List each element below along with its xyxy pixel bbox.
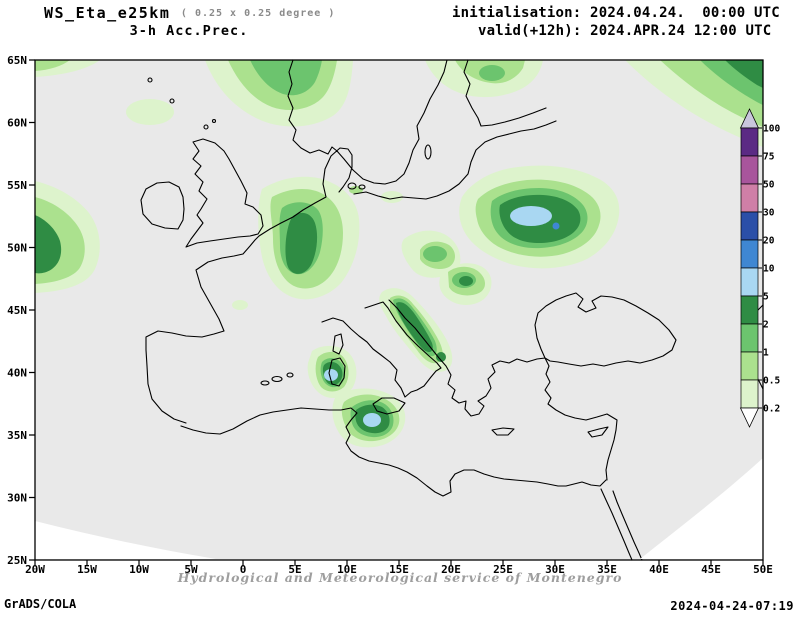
axis-ticks [29, 59, 764, 566]
precip-region [381, 191, 403, 203]
lon-label: 10E [337, 563, 357, 576]
lon-label: 50E [753, 563, 773, 576]
island-outline [347, 182, 357, 190]
initialisation-line: initialisation: 2024.04.24. 00:00 UTC [452, 5, 780, 21]
legend-value-label: 20 [763, 236, 775, 247]
colorbar-segment [740, 239, 759, 269]
precip-region [232, 300, 248, 310]
colorbar-segment [740, 267, 759, 297]
precip-region [363, 413, 381, 427]
island-outline [358, 184, 366, 190]
lon-axis-labels: 20W 15W 10W 5W 0 5E 10E 15E 20E 25E 30E … [25, 563, 773, 576]
precip-region [436, 352, 446, 362]
precip-region [250, 60, 322, 96]
model-resolution: ( 0.25 x 0.25 degree ) [180, 8, 336, 19]
island-outline [260, 380, 270, 386]
model-name: WS_Eta_e25km [44, 4, 171, 22]
legend-value-label: 1 [763, 348, 769, 359]
colorbar-segment [740, 379, 759, 409]
legend-value-label: 75 [763, 152, 775, 163]
colorbar-bottom-arrow [739, 407, 760, 428]
service-watermark: Hydrological and Meteorological service … [177, 570, 623, 585]
precip-region [510, 206, 552, 226]
lon-label: 15W [77, 563, 97, 576]
island-outline [147, 77, 153, 83]
lat-label: 45N [7, 304, 27, 317]
colorbar-segment [740, 351, 759, 381]
lon-label: 35E [597, 563, 617, 576]
precipitation-shading [35, 60, 763, 448]
precip-region [459, 276, 473, 286]
island-outline [211, 118, 217, 124]
precip-region [423, 246, 447, 262]
precip-region [35, 60, 70, 71]
lat-label: 30N [7, 492, 27, 505]
legend-value-label: 2 [763, 320, 769, 331]
lat-label: 40N [7, 367, 27, 380]
domain-edge-right-wedge [640, 458, 763, 559]
colorbar-segment [740, 127, 759, 157]
grads-credit: GrADS/COLA [4, 597, 77, 611]
legend-value-label: 5 [763, 292, 769, 303]
precip-region [285, 212, 318, 274]
precip-region [35, 215, 62, 274]
lon-label: 5E [288, 563, 301, 576]
lon-label: 30E [545, 563, 565, 576]
legend-value-label: 0.2 [763, 404, 780, 415]
colorbar-segment [740, 155, 759, 185]
legend-value-label: 100 [763, 124, 780, 135]
colorbar-ticks [758, 127, 762, 409]
lon-label: 0 [240, 563, 247, 576]
lon-label: 25E [493, 563, 513, 576]
colorbar-segment [740, 211, 759, 241]
legend-value-label: 0.5 [763, 376, 780, 387]
colorbar-segment [740, 323, 759, 353]
lon-label: 10W [129, 563, 149, 576]
creation-timestamp: 2024-04-24-07:19 [670, 599, 794, 613]
lat-label: 35N [7, 429, 27, 442]
domain-edge-left-wedge [35, 521, 216, 559]
valid-time-line: valid(+12h): 2024.APR.24 12:00 UTC [478, 23, 772, 39]
lat-label: 50N [7, 242, 27, 255]
island-outline [286, 372, 294, 378]
lon-label: 20W [25, 563, 45, 576]
model-title-line: WS_Eta_e25km ( 0.25 x 0.25 degree ) [44, 4, 335, 22]
island-outline [271, 375, 283, 383]
lon-label: 15E [389, 563, 409, 576]
lon-label: 20E [441, 563, 461, 576]
island-outline [424, 144, 432, 160]
lat-label: 25N [7, 554, 27, 567]
lat-label: 60N [7, 117, 27, 130]
legend-value-label: 50 [763, 180, 775, 191]
colorbar-value-labels: 100 75 50 30 20 10 5 2 1 0.5 0.2 [763, 124, 780, 415]
lat-axis-labels: 65N 60N 55N 50N 45N 40N 35N 30N 25N [7, 54, 27, 567]
precip-region [725, 60, 763, 88]
legend-value-label: 10 [763, 264, 775, 275]
lat-label: 65N [7, 54, 27, 67]
precip-region [552, 222, 560, 230]
precip-region [126, 99, 174, 125]
lat-label: 55N [7, 179, 27, 192]
precip-region [479, 65, 505, 81]
colorbar-segment [740, 183, 759, 213]
lon-label: 40E [649, 563, 669, 576]
lon-label: 5W [184, 563, 198, 576]
colorbar-segment [740, 295, 759, 325]
legend-value-label: 30 [763, 208, 775, 219]
precip-region [324, 369, 338, 381]
island-outline [169, 98, 175, 104]
island-outline [203, 124, 209, 130]
product-title: 3-h Acc.Prec. [129, 23, 249, 39]
lon-label: 45E [701, 563, 721, 576]
colorbar-legend: 100 75 50 30 20 10 5 2 1 0.5 0.2 [739, 108, 780, 428]
